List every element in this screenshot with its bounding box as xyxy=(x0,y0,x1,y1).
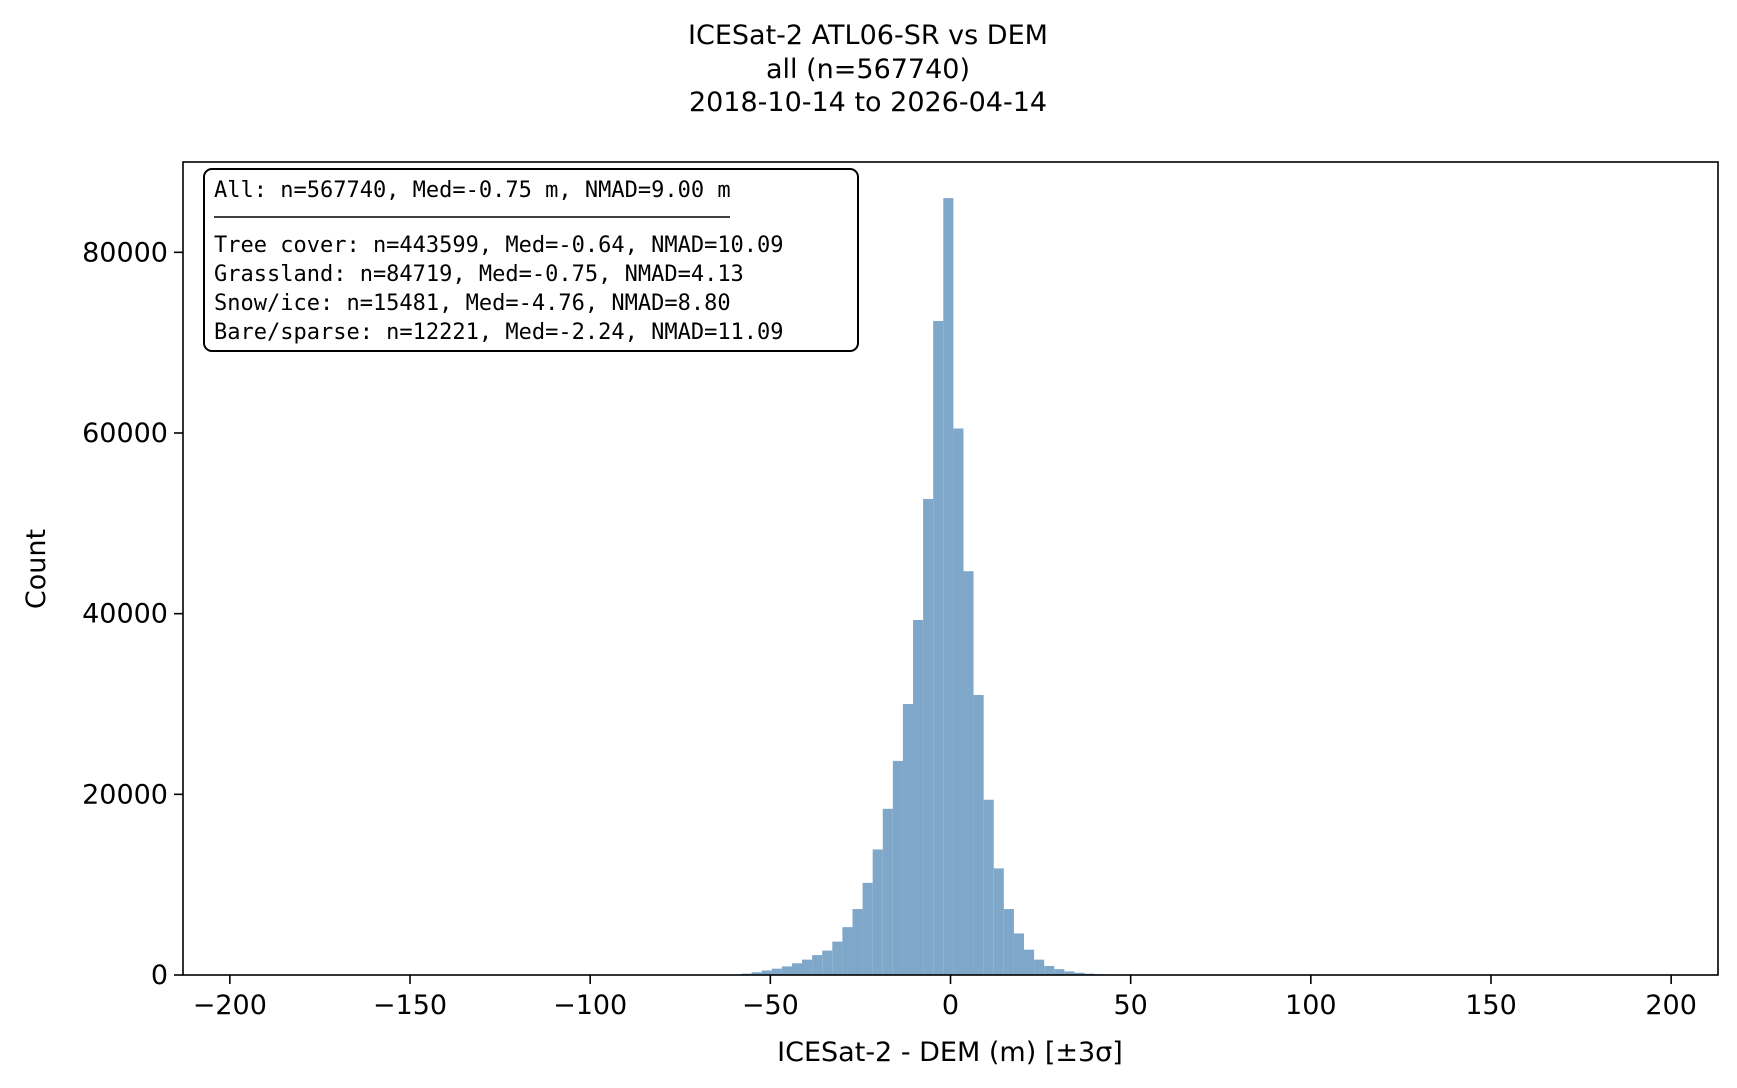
histogram-bar xyxy=(1013,933,1025,975)
stats-box: All: n=567740, Med=-0.75 m, NMAD=9.00 m … xyxy=(203,168,859,352)
histogram-bar xyxy=(993,868,1004,975)
x-tick-label: 100 xyxy=(1285,990,1337,1021)
histogram-bar xyxy=(832,941,843,975)
histogram-bar xyxy=(1034,959,1045,975)
histogram-bar xyxy=(943,198,954,976)
x-tick-label: 0 xyxy=(942,990,959,1021)
histogram-bar xyxy=(983,799,994,975)
x-tick-label: 150 xyxy=(1465,990,1517,1021)
histogram-bar xyxy=(771,968,782,975)
chart-title-line-3: 2018-10-14 to 2026-04-14 xyxy=(689,87,1047,118)
histogram-bar xyxy=(751,972,762,975)
x-axis-ticks: −200 −150 −100 −50 0 50 100 150 200 xyxy=(193,975,1697,1021)
histogram-bar xyxy=(933,320,944,975)
x-tick-label: −150 xyxy=(373,990,447,1021)
histogram-bar xyxy=(852,909,863,975)
stats-box-frame xyxy=(203,168,859,352)
histogram-bar xyxy=(842,927,853,975)
stats-line-tree-cover: Tree cover: n=443599, Med=-0.64, NMAD=10… xyxy=(214,233,784,258)
stats-line-snow-ice: Snow/ice: n=15481, Med=-4.76, NMAD=8.80 xyxy=(214,291,731,316)
histogram-bar xyxy=(872,849,883,975)
histogram-bar xyxy=(973,694,984,975)
histogram-bar xyxy=(913,619,924,975)
histogram-bar xyxy=(1024,949,1035,975)
histogram-bar xyxy=(1054,969,1065,975)
histogram-bar xyxy=(882,808,893,975)
histogram-bar xyxy=(1074,972,1085,975)
y-tick-label: 40000 xyxy=(82,599,168,630)
histogram-bar xyxy=(1003,909,1014,975)
histogram-bar xyxy=(1064,971,1075,975)
histogram-bars xyxy=(741,198,1125,976)
x-tick-label: −200 xyxy=(193,990,267,1021)
histogram-bar xyxy=(1044,965,1055,975)
histogram-bar xyxy=(761,970,772,975)
chart-title-line-2: all (n=567740) xyxy=(766,54,970,85)
histogram-bar xyxy=(822,950,833,975)
x-tick-label: −100 xyxy=(553,990,627,1021)
x-tick-label: 50 xyxy=(1113,990,1147,1021)
x-tick-label: −50 xyxy=(742,990,799,1021)
histogram-bar xyxy=(953,428,964,975)
x-tick-label: 200 xyxy=(1645,990,1697,1021)
histogram-bar xyxy=(802,959,813,975)
histogram-bar xyxy=(862,882,873,975)
histogram-bar xyxy=(902,704,914,975)
histogram-bar xyxy=(963,571,974,975)
histogram-bar xyxy=(923,498,934,975)
stats-header: All: n=567740, Med=-0.75 m, NMAD=9.00 m xyxy=(214,178,731,203)
stats-line-grassland: Grassland: n=84719, Med=-0.75, NMAD=4.13 xyxy=(214,262,744,287)
y-axis-ticks: 0 20000 40000 60000 80000 xyxy=(82,237,183,991)
stats-line-bare-sparse: Bare/sparse: n=12221, Med=-2.24, NMAD=11… xyxy=(214,320,784,345)
y-tick-label: 20000 xyxy=(82,779,168,810)
histogram-bar xyxy=(812,955,823,975)
chart-title-line-1: ICESat-2 ATL06-SR vs DEM xyxy=(688,20,1048,51)
y-tick-label: 80000 xyxy=(82,237,168,268)
y-tick-label: 0 xyxy=(151,960,168,991)
histogram-bar xyxy=(892,760,903,975)
x-axis-label: ICESat-2 - DEM (m) [±3σ] xyxy=(777,1037,1123,1068)
y-axis-label: Count xyxy=(21,529,52,609)
y-tick-label: 60000 xyxy=(82,418,168,449)
histogram-bar xyxy=(791,963,803,975)
histogram-bar xyxy=(781,966,792,975)
